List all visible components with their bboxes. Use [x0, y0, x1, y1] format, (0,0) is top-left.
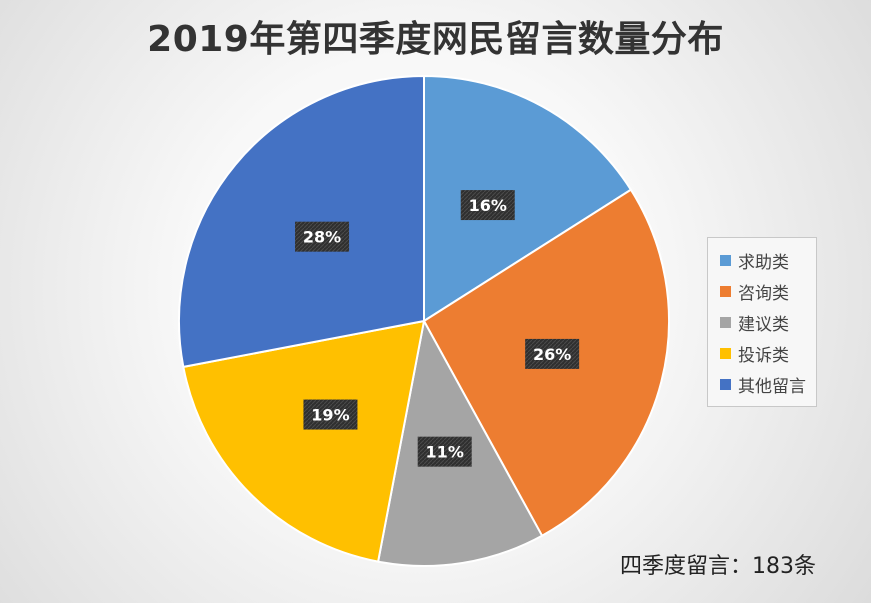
data-label-suggestion: 11%: [417, 436, 472, 467]
data-label-help: 16%: [460, 190, 515, 221]
legend-label-other: 其他留言: [738, 377, 806, 397]
legend-swatch-help: [720, 255, 731, 266]
data-label-other-text: 28%: [303, 228, 341, 247]
legend-swatch-consultation: [720, 286, 731, 297]
data-label-suggestion-text: 11%: [426, 443, 464, 462]
legend-item-help: 求助类: [720, 245, 816, 276]
data-label-complaint-box: [303, 399, 358, 430]
legend-swatch-complaint: [720, 348, 731, 359]
data-label-help-text: 16%: [469, 196, 507, 215]
data-label-help-box: [460, 190, 515, 221]
total-message-count: 四季度留言：183条: [620, 554, 816, 579]
legend-item-complaint: 投诉类: [720, 338, 816, 369]
legend-label-suggestion: 建议类: [738, 315, 789, 335]
legend-label-help: 求助类: [738, 253, 789, 273]
pie-slice-complaint: [182, 319, 426, 563]
legend-item-consultation: 咨询类: [720, 276, 816, 307]
data-label-suggestion-box: [417, 436, 472, 467]
legend-label-complaint: 投诉类: [738, 346, 789, 366]
chart-title: 2019年第四季度网民留言数量分布: [147, 19, 724, 60]
data-label-consultation-text: 26%: [533, 345, 571, 364]
legend: 求助类 咨询类 建议类 投诉类 其他留言: [707, 237, 817, 407]
legend-item-suggestion: 建议类: [720, 307, 816, 338]
pie-slice-help: [423, 74, 633, 323]
data-label-complaint-text: 19%: [311, 406, 349, 425]
data-label-other: 28%: [295, 221, 350, 252]
data-label-other-box: [295, 221, 350, 252]
data-label-consultation: 26%: [525, 338, 580, 369]
data-label-consultation-box: [525, 338, 580, 369]
legend-swatch-other: [720, 379, 731, 390]
pie-slice-other: [178, 74, 425, 369]
data-label-complaint: 19%: [303, 399, 358, 430]
legend-label-consultation: 咨询类: [738, 284, 789, 304]
legend-item-other: 其他留言: [720, 369, 816, 400]
legend-swatch-suggestion: [720, 317, 731, 328]
